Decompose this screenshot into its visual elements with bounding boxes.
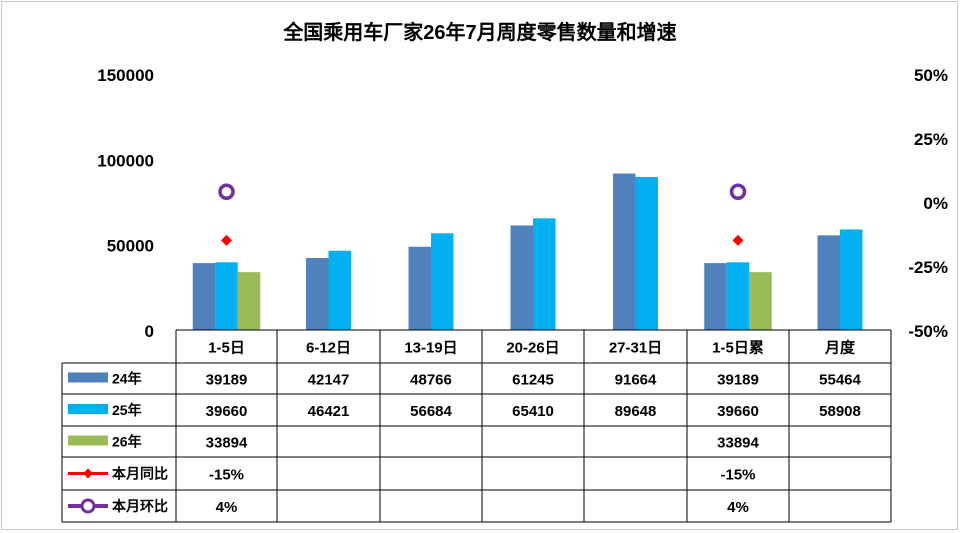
bar bbox=[749, 272, 772, 330]
bar bbox=[635, 177, 658, 330]
data-label: -15% bbox=[209, 467, 244, 484]
mom-marker bbox=[218, 183, 235, 201]
right-tick-label: -25% bbox=[908, 258, 948, 277]
data-label: 55464 bbox=[819, 372, 861, 389]
series-name: 本月环比 bbox=[112, 498, 168, 514]
bar bbox=[215, 262, 238, 330]
bar bbox=[817, 235, 840, 330]
data-label: 48766 bbox=[410, 372, 452, 389]
category-label: 1-5日 bbox=[208, 340, 245, 357]
bar bbox=[613, 173, 636, 330]
right-tick-label: 0% bbox=[923, 194, 948, 213]
left-tick-label: 150000 bbox=[97, 66, 154, 85]
legend-key bbox=[68, 435, 108, 446]
bar bbox=[408, 246, 431, 330]
left-tick-label: 50000 bbox=[107, 237, 154, 256]
bar bbox=[431, 233, 454, 330]
bar bbox=[840, 229, 863, 330]
data-label: 33894 bbox=[717, 435, 759, 452]
data-label: 33894 bbox=[206, 435, 248, 452]
category-label: 27-31日 bbox=[609, 340, 662, 357]
bar bbox=[192, 263, 216, 330]
data-label: 4% bbox=[727, 499, 749, 516]
data-label: 89648 bbox=[615, 403, 657, 420]
yoy-marker bbox=[732, 234, 744, 246]
data-label: 4% bbox=[216, 499, 238, 516]
bars bbox=[192, 173, 863, 330]
data-label: 58908 bbox=[819, 403, 861, 420]
legend-key-marker bbox=[80, 498, 96, 514]
data-label: 56684 bbox=[410, 403, 452, 420]
series-name: 本月同比 bbox=[112, 466, 168, 482]
data-label: 91664 bbox=[615, 372, 657, 389]
data-label: 39660 bbox=[206, 403, 248, 420]
category-label: 1-5日累 bbox=[712, 340, 764, 357]
category-label: 20-26日 bbox=[506, 340, 559, 357]
legend-key bbox=[68, 372, 108, 383]
series-name: 25年 bbox=[112, 402, 142, 418]
left-tick-label: 100000 bbox=[97, 151, 154, 170]
series-name: 24年 bbox=[112, 371, 142, 387]
category-label: 月度 bbox=[824, 339, 856, 357]
data-label: 39189 bbox=[717, 372, 759, 389]
right-tick-label: 25% bbox=[914, 130, 948, 149]
data-label: -15% bbox=[720, 467, 755, 484]
bar bbox=[510, 225, 533, 330]
data-label: 61245 bbox=[512, 372, 554, 389]
legend-key bbox=[68, 404, 108, 414]
legend-key-marker bbox=[83, 468, 93, 479]
markers bbox=[218, 183, 747, 246]
bar bbox=[726, 262, 750, 330]
right-tick-label: -50% bbox=[908, 322, 948, 341]
category-label: 6-12日 bbox=[306, 340, 351, 357]
chart-title: 全国乘用车厂家26年7月周度零售数量和增速 bbox=[282, 20, 676, 44]
data-label: 46421 bbox=[308, 403, 350, 420]
bar bbox=[328, 250, 351, 330]
data-label: 42147 bbox=[308, 372, 350, 389]
data-label: 39660 bbox=[717, 403, 759, 420]
data-label: 39189 bbox=[206, 372, 248, 389]
bar bbox=[533, 218, 556, 330]
category-label: 13-19日 bbox=[404, 340, 457, 357]
bar bbox=[237, 272, 261, 330]
left-axis: 150000 100000 50000 0 bbox=[97, 66, 154, 341]
right-axis: 50% 25% 0% -25% -50% bbox=[908, 66, 948, 341]
yoy-marker bbox=[221, 234, 232, 246]
left-tick-label: 0 bbox=[145, 322, 154, 341]
series-name: 26年 bbox=[112, 434, 142, 450]
mom-marker bbox=[729, 183, 747, 201]
bar bbox=[704, 263, 727, 330]
bar bbox=[306, 258, 329, 330]
data-label: 65410 bbox=[512, 403, 554, 420]
data-table: 1-5日 6-12日 13-19日 20-26日 27-31日 1-5日累 月度 24年 391… bbox=[61, 329, 892, 523]
right-tick-label: 50% bbox=[914, 66, 948, 85]
